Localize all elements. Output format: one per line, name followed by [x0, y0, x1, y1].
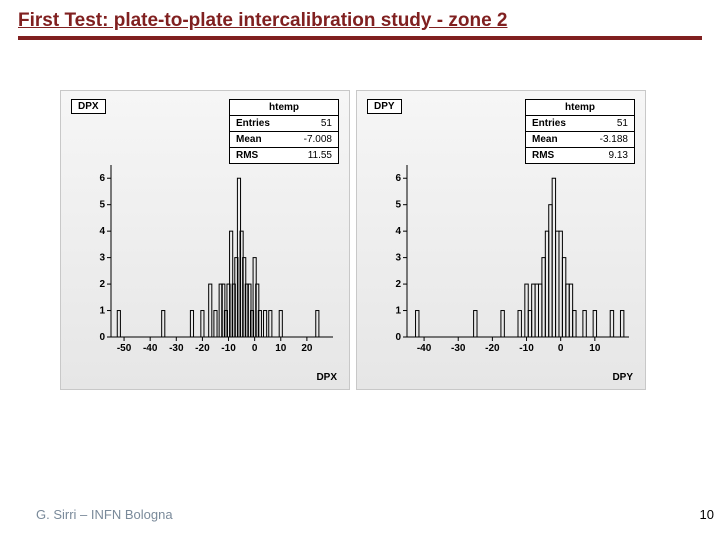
stats-mean: Mean -3.188 [526, 132, 634, 148]
svg-text:-40: -40 [417, 343, 432, 354]
svg-text:2: 2 [395, 279, 401, 290]
svg-text:6: 6 [395, 173, 401, 184]
svg-text:-20: -20 [485, 343, 500, 354]
svg-text:-20: -20 [195, 343, 210, 354]
stats-val: 51 [321, 118, 332, 129]
plot-dpy: 0 1 2 3 4 5 6 -40 -30 -20 -10 0 10 [385, 163, 633, 355]
svg-text:6: 6 [99, 173, 105, 184]
svg-text:-10: -10 [519, 343, 534, 354]
svg-text:-40: -40 [143, 343, 158, 354]
svg-text:-10: -10 [221, 343, 236, 354]
stats-entries: Entries 51 [230, 116, 338, 132]
svg-text:1: 1 [99, 306, 105, 317]
svg-text:4: 4 [395, 226, 401, 237]
page-number: 10 [700, 507, 714, 522]
stats-key: RMS [236, 150, 258, 161]
stats-val: 9.13 [609, 150, 628, 161]
svg-text:3: 3 [99, 253, 105, 264]
x-axis-label: DPX [316, 372, 337, 383]
stats-val: 11.55 [308, 150, 332, 161]
svg-text:1: 1 [395, 306, 401, 317]
svg-text:20: 20 [301, 343, 313, 354]
svg-text:5: 5 [99, 200, 105, 211]
stats-title: htemp [230, 100, 338, 116]
footer-author: G. Sirri – INFN Bologna [36, 507, 173, 522]
svg-text:-30: -30 [169, 343, 184, 354]
stats-rms: RMS 11.55 [230, 148, 338, 163]
svg-text:0: 0 [558, 343, 564, 354]
svg-text:10: 10 [275, 343, 287, 354]
stats-val: 51 [617, 118, 628, 129]
x-axis-label: DPY [612, 372, 633, 383]
stats-rms: RMS 9.13 [526, 148, 634, 163]
svg-text:10: 10 [589, 343, 601, 354]
stats-key: Entries [532, 118, 566, 129]
title-rule [18, 36, 702, 40]
svg-text:-30: -30 [451, 343, 466, 354]
page-title: First Test: plate-to-plate intercalibrat… [0, 0, 720, 36]
svg-text:-50: -50 [117, 343, 132, 354]
stats-key: Entries [236, 118, 270, 129]
svg-text:0: 0 [99, 332, 105, 343]
stats-entries: Entries 51 [526, 116, 634, 132]
stats-box-dpx: htemp Entries 51 Mean -7.008 RMS 11.55 [229, 99, 339, 164]
svg-text:2: 2 [99, 279, 105, 290]
panel-label: DPY [367, 99, 402, 114]
panel-dpx: DPX htemp Entries 51 Mean -7.008 RMS 11.… [60, 90, 350, 390]
stats-title: htemp [526, 100, 634, 116]
svg-text:5: 5 [395, 200, 401, 211]
svg-text:0: 0 [252, 343, 258, 354]
stats-val: -7.008 [304, 134, 332, 145]
stats-key: Mean [532, 134, 558, 145]
svg-text:0: 0 [395, 332, 401, 343]
svg-text:3: 3 [395, 253, 401, 264]
charts-row: DPX htemp Entries 51 Mean -7.008 RMS 11.… [60, 90, 720, 390]
stats-val: -3.188 [600, 134, 628, 145]
panel-dpy: DPY htemp Entries 51 Mean -3.188 RMS 9.1… [356, 90, 646, 390]
svg-text:4: 4 [99, 226, 105, 237]
panel-label: DPX [71, 99, 106, 114]
stats-key: RMS [532, 150, 554, 161]
stats-mean: Mean -7.008 [230, 132, 338, 148]
plot-dpx: 0 1 2 3 4 5 6 -50 -40 -30 -20 -10 0 10 20 [89, 163, 337, 355]
stats-box-dpy: htemp Entries 51 Mean -3.188 RMS 9.13 [525, 99, 635, 164]
stats-key: Mean [236, 134, 262, 145]
